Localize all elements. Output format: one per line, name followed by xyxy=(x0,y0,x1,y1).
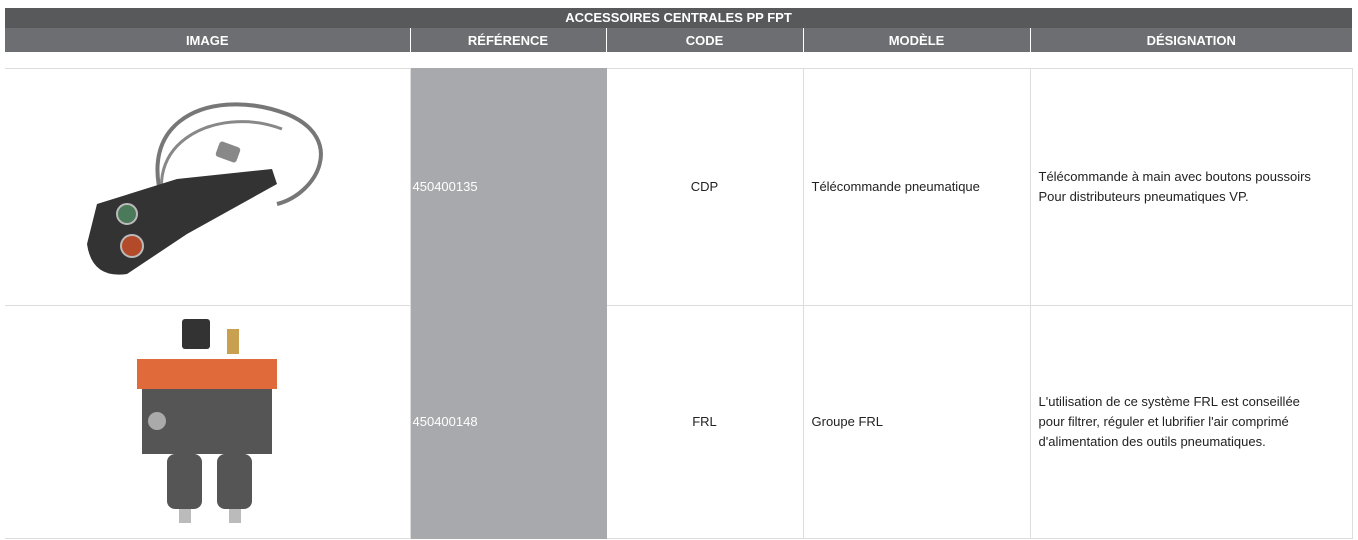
product-table: IMAGE RÉFÉRENCE CODE MODÈLE DÉSIGNATION 4504… xyxy=(5,28,1353,539)
table-title: ACCESSOIRES CENTRALES PP FPT xyxy=(5,8,1352,28)
designation-line: Télécommande à main avec boutons poussoi… xyxy=(1038,169,1311,184)
designation-line: pour filtrer, réguler et lubrifier l'air… xyxy=(1038,414,1289,429)
designation-line: d'alimentation des outils pneumatiques. xyxy=(1038,434,1266,449)
image-cell xyxy=(5,68,411,306)
table-wrap: ACCESSOIRES CENTRALES PP FPT IMAGE RÉFÉRE… xyxy=(5,8,1353,539)
column-header: DÉSIGNATION xyxy=(1029,28,1352,52)
reference-cell: 450400135 xyxy=(409,68,607,306)
frl-image xyxy=(137,319,278,523)
remote-image xyxy=(87,102,324,275)
designation-line: Pour distributeurs pneumatiques VP. xyxy=(1038,189,1249,204)
column-header: CODE xyxy=(605,28,803,52)
image-cell xyxy=(5,305,411,539)
reference-cell: 450400148 xyxy=(409,305,607,539)
code-cell: FRL xyxy=(605,305,804,539)
code-cell: CDP xyxy=(605,68,804,306)
product-row: 450400135 CDP Télécommande pneumatique Télé… xyxy=(5,68,1353,306)
model-cell: Groupe FRL xyxy=(802,305,1031,539)
column-header: MODÈLE xyxy=(802,28,1030,52)
designation-cell: Télécommande à main avec boutons poussoi… xyxy=(1029,68,1353,306)
column-header: IMAGE xyxy=(5,28,410,52)
designation-line: L'utilisation de ce système FRL est cons… xyxy=(1038,394,1300,409)
product-row: 450400148 FRL Groupe FRL L'utilisation de c… xyxy=(5,305,1353,539)
designation-cell: L'utilisation de ce système FRL est cons… xyxy=(1029,305,1353,539)
column-header: RÉFÉRENCE xyxy=(409,28,606,52)
table-body: 450400135 CDP Télécommande pneumatique Télé… xyxy=(5,52,1353,539)
model-cell: Télécommande pneumatique xyxy=(802,68,1031,306)
header-row: IMAGE RÉFÉRENCE CODE MODÈLE DÉSIGNATION xyxy=(5,28,1352,52)
